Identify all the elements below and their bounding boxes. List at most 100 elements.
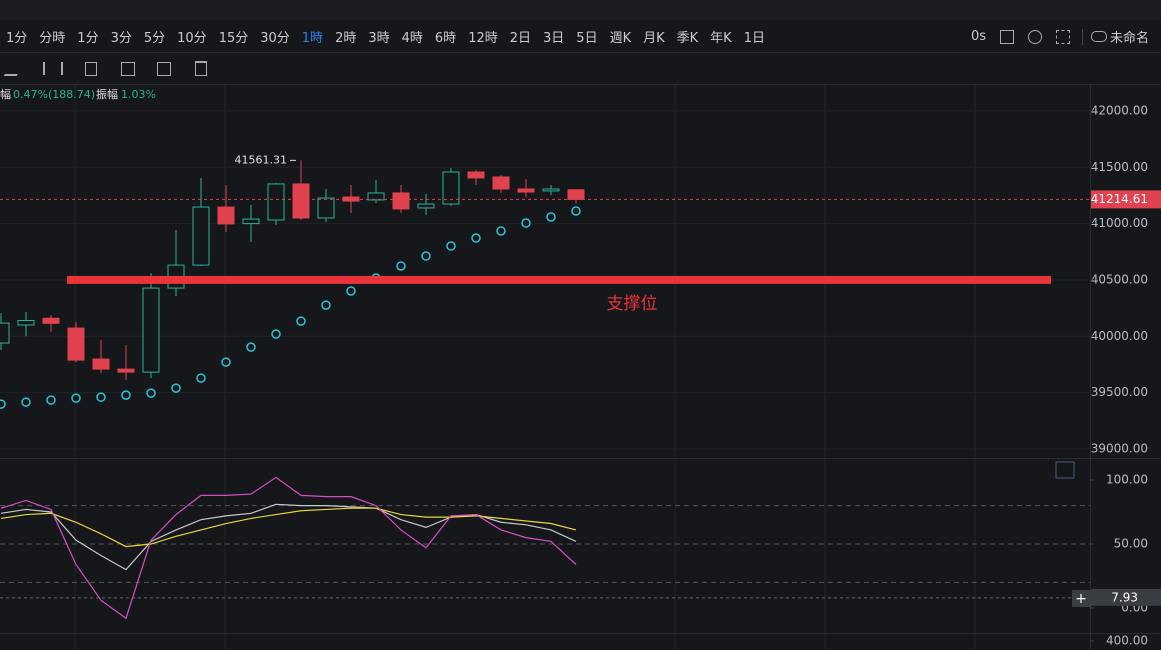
sar-dot <box>446 241 456 251</box>
sar-dot <box>196 373 206 383</box>
sar-dot <box>271 329 281 339</box>
tool-icon[interactable] <box>43 62 63 75</box>
y-tick-label: 39500.00 <box>1091 385 1148 399</box>
y-tick-label: 40000.00 <box>1091 329 1148 343</box>
add-button[interactable] <box>1072 590 1091 607</box>
interval[interactable]: 12時 <box>468 31 498 46</box>
high-label: 41561.31 <box>235 153 288 166</box>
cloud-icon[interactable] <box>1090 31 1107 42</box>
candle-body <box>492 176 510 190</box>
sar-dot <box>21 397 31 407</box>
icon[interactable] <box>1027 29 1042 44</box>
interval[interactable]: 1日 <box>743 31 765 46</box>
sar-dot <box>571 206 581 216</box>
interval[interactable]: 5日 <box>576 31 598 46</box>
sar-dot <box>396 261 406 271</box>
candle-body <box>517 188 535 193</box>
candle-body <box>392 192 410 210</box>
toolbar-right: 0s 未命名 <box>971 21 1161 52</box>
support-line <box>67 275 1051 284</box>
sar-dot <box>496 226 506 236</box>
v-grid <box>74 85 976 650</box>
sar-dot <box>321 300 331 310</box>
candle-body <box>142 287 160 373</box>
y-tick-label: 39000.00 <box>1091 441 1148 455</box>
tool-icon[interactable] <box>195 61 207 76</box>
interval[interactable]: 年K <box>710 31 732 46</box>
candle-body <box>0 322 10 344</box>
interval[interactable]: 月K <box>643 31 665 46</box>
candle-body <box>417 203 435 209</box>
candle-body <box>242 218 260 225</box>
interval[interactable]: 3日 <box>543 31 565 46</box>
marker-label: 7.93 <box>1111 590 1138 604</box>
sar-dot <box>71 393 81 403</box>
interval[interactable]: 30分 <box>260 31 290 46</box>
sar-dot <box>121 390 131 400</box>
interval[interactable]: 4時 <box>401 31 423 46</box>
candle-body <box>17 320 35 326</box>
interval[interactable]: 季K <box>676 31 699 46</box>
sar-dot <box>346 286 356 296</box>
candle-body <box>267 183 285 221</box>
last-price-label: 41214.61 <box>1091 192 1148 206</box>
interval[interactable]: 3分 <box>110 31 132 46</box>
sar-dot <box>546 212 556 222</box>
interval[interactable]: 1分 <box>6 31 28 46</box>
indicator-line <box>0 507 577 548</box>
sar-dot <box>221 357 231 367</box>
interval[interactable]: 2日 <box>509 31 532 46</box>
interval[interactable]: 3時 <box>368 31 390 46</box>
y-tick-label: 400.00 <box>1106 633 1148 647</box>
sar-dot <box>521 218 531 228</box>
interval[interactable]: 1時 <box>301 31 324 46</box>
stat-label: 幅 <box>0 88 11 101</box>
tool-icon[interactable] <box>121 61 135 76</box>
icon[interactable] <box>1055 29 1070 44</box>
tool-icon[interactable] <box>157 61 171 76</box>
candle-body <box>67 327 85 361</box>
tool-icon[interactable] <box>3 61 26 76</box>
interval[interactable]: 1分 <box>77 31 99 46</box>
interval[interactable]: 5分 <box>143 31 166 46</box>
candle-body <box>217 206 235 225</box>
last-price-box <box>1091 190 1161 209</box>
y-tick-label: 100.00 <box>1106 472 1148 486</box>
interval[interactable]: 10分 <box>177 31 207 46</box>
sar-dot <box>96 392 106 402</box>
drawing-tools <box>0 53 1161 85</box>
sar-dot <box>296 316 306 326</box>
expand-icon[interactable] <box>1055 461 1075 479</box>
y-tick-label: 41500.00 <box>1091 160 1148 174</box>
plus-icon[interactable]: + <box>1075 591 1087 607</box>
top-bar <box>0 0 1161 20</box>
interval[interactable]: 6時 <box>434 31 457 46</box>
marker-box <box>1091 588 1161 606</box>
candle-body <box>367 192 385 201</box>
indicator-line <box>0 476 577 620</box>
candle-body <box>92 358 110 370</box>
stat-label: 振幅 <box>96 87 118 101</box>
interval[interactable]: 15分 <box>218 31 249 46</box>
tool-icon[interactable] <box>85 61 97 76</box>
candle-body <box>442 171 460 205</box>
refresh[interactable]: 0s <box>970 29 986 44</box>
candle-body <box>42 317 60 324</box>
sar-dot <box>471 233 481 243</box>
layout-name[interactable]: 未命名 <box>1109 31 1149 46</box>
candle-body <box>317 197 335 219</box>
interval[interactable]: 分時 <box>39 31 66 46</box>
interval[interactable]: 週K <box>609 31 632 46</box>
y-tick-label: 42000.00 <box>1091 103 1148 117</box>
sar-dot <box>246 342 256 352</box>
sar-dot <box>146 388 156 398</box>
stat-value: 1.03% <box>121 88 156 101</box>
separator <box>1081 28 1083 45</box>
interval-bar: 1分 分時 1分 3分 5分 10分 15分 30分 1時 2時 3時 4時 6時 12時 2日 3日 5日 週K… <box>0 21 1161 53</box>
icon[interactable] <box>999 29 1014 44</box>
interval[interactable]: 2時 <box>335 31 357 46</box>
y-tick-label: 40500.00 <box>1091 272 1148 286</box>
sar-dot <box>0 399 6 409</box>
